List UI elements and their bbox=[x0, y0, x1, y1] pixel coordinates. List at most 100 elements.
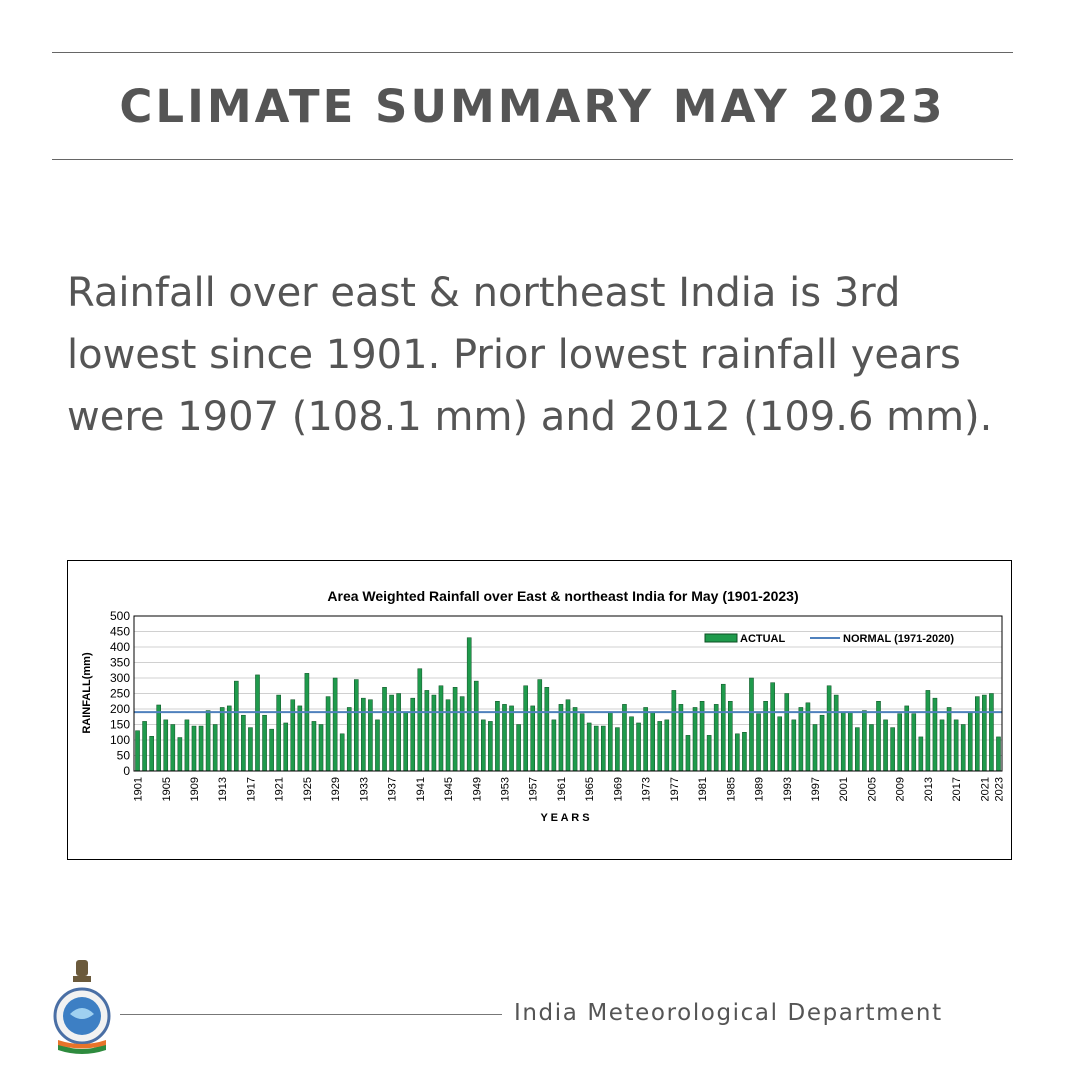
bar-1998 bbox=[819, 714, 825, 772]
bar-2015 bbox=[939, 719, 945, 772]
bar-2009 bbox=[897, 713, 902, 772]
bar-1901 bbox=[135, 730, 140, 772]
bar-2002 bbox=[847, 711, 853, 772]
bar-1950 bbox=[481, 719, 486, 772]
bar-1929 bbox=[332, 677, 338, 772]
bar-1979 bbox=[685, 735, 691, 772]
y-tick-label: 500 bbox=[110, 609, 130, 623]
bar-1903 bbox=[149, 736, 154, 772]
bar-2022 bbox=[989, 693, 994, 772]
bar-1980 bbox=[692, 707, 698, 772]
x-tick-label: 1933 bbox=[358, 777, 370, 801]
bar-1925 bbox=[304, 673, 310, 772]
organization-name: India Meteorological Department bbox=[514, 1000, 943, 1026]
title-divider bbox=[52, 159, 1013, 160]
x-tick-label: 1973 bbox=[641, 777, 653, 801]
bar-1918 bbox=[255, 674, 260, 772]
top-divider bbox=[52, 52, 1013, 53]
x-tick-label: 1981 bbox=[697, 777, 709, 801]
bar-2020 bbox=[975, 696, 980, 772]
bar-1933 bbox=[361, 697, 366, 772]
bar-1967 bbox=[600, 725, 606, 772]
x-tick-label: 1921 bbox=[274, 777, 286, 801]
bar-1909 bbox=[191, 725, 197, 772]
x-tick-label: 2021 bbox=[979, 777, 991, 801]
legend-normal-label: NORMAL (1971-2020) bbox=[843, 633, 954, 645]
bar-1969 bbox=[615, 727, 620, 772]
bar-1961 bbox=[558, 704, 564, 772]
bar-1955 bbox=[516, 724, 521, 772]
bar-1971 bbox=[629, 716, 634, 772]
x-tick-label: 1901 bbox=[133, 777, 145, 801]
y-tick-label: 0 bbox=[123, 764, 130, 778]
bar-1989 bbox=[756, 713, 761, 772]
bar-1972 bbox=[636, 722, 641, 772]
bar-1978 bbox=[678, 704, 684, 772]
bar-1941 bbox=[417, 668, 423, 772]
summary-text: Rainfall over east & northeast India is … bbox=[67, 270, 993, 440]
bar-1947 bbox=[459, 696, 465, 772]
bar-1922 bbox=[283, 722, 289, 772]
bar-1913 bbox=[219, 707, 225, 772]
bar-1992 bbox=[777, 716, 782, 772]
bar-1916 bbox=[241, 714, 246, 772]
bar-1983 bbox=[713, 704, 719, 772]
bar-1920 bbox=[269, 728, 274, 772]
x-tick-label: 2001 bbox=[838, 777, 850, 801]
x-tick-label: 2009 bbox=[895, 777, 907, 801]
y-tick-label: 300 bbox=[110, 671, 130, 685]
bar-1905 bbox=[163, 719, 169, 772]
bar-1944 bbox=[438, 685, 444, 772]
bar-2023 bbox=[996, 736, 1001, 772]
bar-1991 bbox=[770, 682, 775, 772]
bar-1988 bbox=[749, 677, 754, 772]
bar-1970 bbox=[622, 704, 627, 772]
y-tick-label: 100 bbox=[110, 733, 130, 747]
bar-1997 bbox=[812, 724, 818, 772]
bar-2003 bbox=[855, 727, 860, 772]
bar-1931 bbox=[346, 707, 352, 772]
x-tick-label: 1953 bbox=[499, 777, 511, 801]
bar-1926 bbox=[311, 721, 317, 772]
y-tick-label: 400 bbox=[110, 640, 130, 654]
imd-emblem-icon bbox=[53, 960, 111, 1054]
x-axis-label: Y E A R S bbox=[540, 812, 589, 824]
chart-panel: Area Weighted Rainfall over East & north… bbox=[67, 560, 1012, 860]
bar-1939 bbox=[403, 711, 408, 772]
bar-2004 bbox=[862, 710, 867, 772]
bar-1915 bbox=[234, 680, 239, 772]
bar-2018 bbox=[960, 724, 966, 772]
chart-legend: ACTUAL NORMAL (1971-2020) bbox=[704, 633, 954, 645]
x-tick-label: 1945 bbox=[443, 777, 455, 801]
chart-title: Area Weighted Rainfall over East & north… bbox=[327, 588, 798, 604]
bar-1977 bbox=[671, 690, 677, 772]
bar-1960 bbox=[551, 719, 557, 772]
x-tick-label: 1969 bbox=[612, 777, 624, 801]
bar-1904 bbox=[156, 704, 161, 772]
bar-1923 bbox=[290, 699, 296, 772]
bar-1958 bbox=[537, 679, 543, 772]
y-axis-label: RAINFALL(mm) bbox=[81, 652, 93, 734]
bar-2011 bbox=[911, 713, 917, 772]
x-tick-label: 1917 bbox=[245, 777, 257, 801]
bar-2010 bbox=[904, 705, 910, 772]
bar-1928 bbox=[325, 696, 331, 772]
bar-1951 bbox=[488, 721, 493, 772]
bar-1902 bbox=[142, 721, 147, 772]
x-tick-label: 2005 bbox=[866, 777, 878, 801]
bar-1921 bbox=[276, 694, 281, 772]
bar-1917 bbox=[248, 727, 253, 772]
y-tick-label: 50 bbox=[117, 749, 131, 763]
rainfall-chart: Area Weighted Rainfall over East & north… bbox=[81, 588, 1005, 824]
bar-1946 bbox=[452, 687, 458, 772]
bar-1936 bbox=[382, 687, 387, 772]
bar-1938 bbox=[396, 693, 401, 772]
bar-1984 bbox=[720, 683, 726, 772]
bar-1973 bbox=[643, 707, 648, 772]
y-tick-label: 200 bbox=[110, 702, 130, 716]
bar-1995 bbox=[798, 707, 804, 772]
legend-actual-label: ACTUAL bbox=[740, 633, 785, 645]
bar-1976 bbox=[664, 719, 670, 772]
x-tick-label: 1937 bbox=[387, 777, 399, 801]
